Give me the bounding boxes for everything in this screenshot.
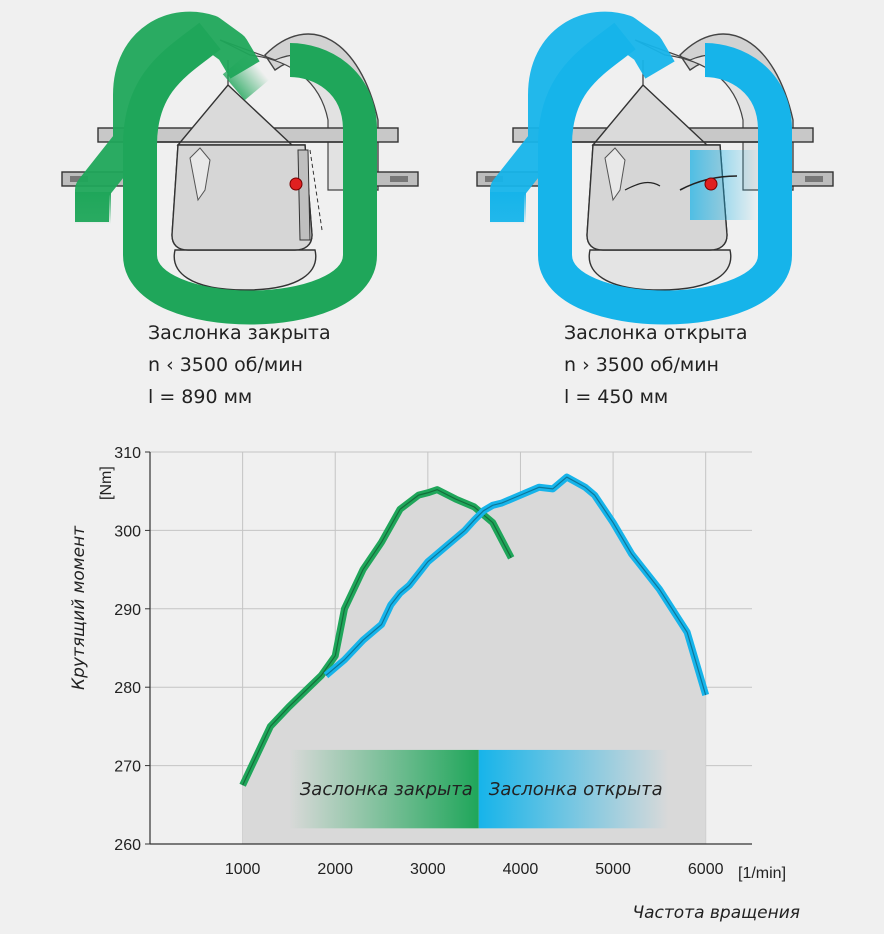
x-tick-label-0: 1000 — [225, 861, 261, 878]
chart-series — [239, 473, 710, 787]
y-axis-unit: [Nm] — [98, 466, 115, 500]
band-closed — [288, 749, 479, 829]
band-label-closed: Заслонка закрыта — [300, 779, 473, 800]
intake-manifold-long-path-icon — [61, 11, 419, 325]
torque-chart: Заслонка закрыта Заслонка открыта 1000 2000… — [69, 445, 800, 923]
caption-closed: Заслонка закрыта n ‹ 3500 об/мин l = 890… — [148, 322, 331, 408]
y-tick-label-1: 270 — [114, 759, 141, 776]
intake-manifold-short-path-icon — [476, 11, 834, 325]
y-axis-title: Крутящий момент — [69, 525, 89, 690]
x-tick-label-5: 6000 — [688, 861, 724, 878]
caption-closed-line-3: l = 890 мм — [148, 386, 252, 408]
chart-labels: Заслонка закрыта Заслонка открыта 1000 2000… — [114, 445, 723, 878]
x-axis-title: Частота вращения — [632, 903, 800, 923]
chart-flap-bands — [288, 749, 669, 829]
caption-closed-line-1: Заслонка закрыта — [148, 322, 331, 344]
series-line-closed — [239, 486, 515, 787]
y-tick-label-3: 290 — [114, 602, 141, 619]
band-open — [478, 749, 669, 829]
x-tick-label-2: 3000 — [410, 861, 446, 878]
caption-closed-line-2: n ‹ 3500 об/мин — [148, 354, 303, 376]
y-tick-label-2: 280 — [114, 680, 141, 697]
x-tick-label-4: 5000 — [595, 861, 631, 878]
caption-open-line-2: n › 3500 об/мин — [564, 354, 719, 376]
x-axis-unit: [1/min] — [738, 865, 786, 882]
x-tick-label-3: 4000 — [503, 861, 539, 878]
x-tick-label-1: 2000 — [317, 861, 353, 878]
band-label-open: Заслонка открыта — [489, 779, 663, 800]
caption-open: Заслонка открыта n › 3500 об/мин l = 450… — [564, 322, 748, 408]
y-tick-label-0: 260 — [114, 837, 141, 854]
chart-axes — [145, 451, 752, 845]
caption-open-line-1: Заслонка открыта — [564, 322, 748, 344]
y-tick-label-4: 300 — [114, 523, 141, 540]
series-core-closed — [242, 489, 512, 786]
caption-open-line-3: l = 450 мм — [564, 386, 668, 408]
y-tick-label-5: 310 — [114, 445, 141, 462]
